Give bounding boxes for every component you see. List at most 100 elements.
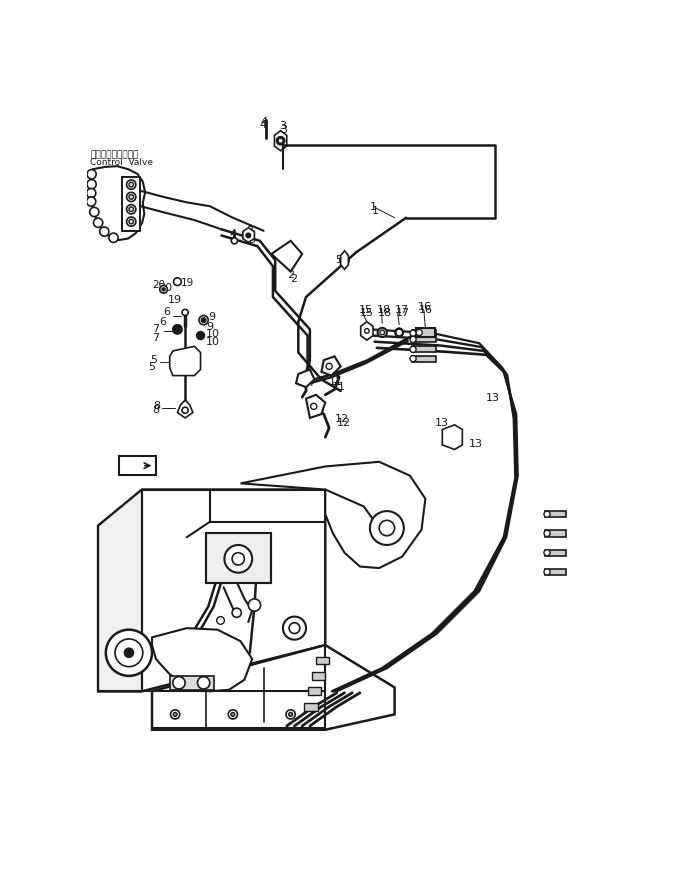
Polygon shape xyxy=(240,461,425,568)
Text: 20: 20 xyxy=(158,283,172,293)
Circle shape xyxy=(311,403,317,409)
Polygon shape xyxy=(312,672,325,680)
Circle shape xyxy=(174,278,181,286)
Circle shape xyxy=(126,217,136,226)
Circle shape xyxy=(129,207,134,211)
Text: 7: 7 xyxy=(152,333,159,343)
Circle shape xyxy=(228,710,238,719)
Text: 6: 6 xyxy=(160,317,167,327)
Circle shape xyxy=(246,233,251,238)
Text: 1: 1 xyxy=(371,206,378,217)
Polygon shape xyxy=(545,568,566,575)
Polygon shape xyxy=(308,688,321,695)
Text: 4: 4 xyxy=(259,120,266,130)
Circle shape xyxy=(544,550,550,556)
Text: 4: 4 xyxy=(261,117,268,127)
Circle shape xyxy=(87,179,96,189)
Text: コントロールバルブ: コントロールバルブ xyxy=(90,151,139,160)
Circle shape xyxy=(277,137,285,145)
Circle shape xyxy=(410,347,416,353)
Polygon shape xyxy=(304,703,318,711)
Circle shape xyxy=(170,710,180,719)
Text: 13: 13 xyxy=(485,393,500,403)
Text: 2: 2 xyxy=(291,274,298,284)
Circle shape xyxy=(232,608,241,617)
Text: 14: 14 xyxy=(297,374,311,384)
Text: 4: 4 xyxy=(230,229,237,240)
Circle shape xyxy=(410,330,416,336)
Text: 18: 18 xyxy=(377,305,391,315)
Circle shape xyxy=(286,710,295,719)
Text: 7: 7 xyxy=(152,324,159,334)
Polygon shape xyxy=(411,336,436,342)
Text: 3: 3 xyxy=(279,121,286,132)
Circle shape xyxy=(87,197,96,206)
Text: 15: 15 xyxy=(359,305,373,315)
Text: 11: 11 xyxy=(329,377,343,387)
Circle shape xyxy=(129,182,134,187)
Text: 9: 9 xyxy=(206,322,213,332)
Text: 19: 19 xyxy=(181,278,194,288)
Text: 13: 13 xyxy=(435,418,449,428)
Polygon shape xyxy=(206,533,272,583)
Circle shape xyxy=(126,180,136,189)
Circle shape xyxy=(544,568,550,575)
Text: 16: 16 xyxy=(418,302,432,312)
Circle shape xyxy=(544,511,550,517)
Text: 10: 10 xyxy=(206,337,220,347)
Text: 18: 18 xyxy=(378,308,392,318)
Circle shape xyxy=(395,329,403,336)
Circle shape xyxy=(278,139,282,142)
Circle shape xyxy=(379,521,394,536)
Circle shape xyxy=(340,255,349,264)
Text: 5: 5 xyxy=(335,255,342,264)
Circle shape xyxy=(182,408,188,414)
Circle shape xyxy=(544,530,550,537)
Circle shape xyxy=(410,336,416,342)
Polygon shape xyxy=(341,251,348,270)
Circle shape xyxy=(115,639,143,667)
Text: 9: 9 xyxy=(208,312,215,322)
Circle shape xyxy=(100,227,109,236)
Text: 11: 11 xyxy=(331,382,346,392)
Circle shape xyxy=(173,676,185,689)
Circle shape xyxy=(198,676,210,689)
Text: 10: 10 xyxy=(206,329,220,339)
Circle shape xyxy=(231,713,235,716)
Circle shape xyxy=(289,622,300,634)
Circle shape xyxy=(126,193,136,202)
Text: 15: 15 xyxy=(360,308,374,318)
Text: 8: 8 xyxy=(152,405,159,415)
Polygon shape xyxy=(306,395,325,418)
Polygon shape xyxy=(152,645,394,730)
Text: 8: 8 xyxy=(153,401,160,411)
Circle shape xyxy=(109,233,118,242)
Text: 4: 4 xyxy=(230,235,237,246)
Text: 20: 20 xyxy=(152,279,165,290)
Text: 16: 16 xyxy=(419,305,433,315)
Text: 17: 17 xyxy=(394,305,409,315)
Circle shape xyxy=(182,309,188,316)
Polygon shape xyxy=(272,240,302,271)
Circle shape xyxy=(126,204,136,214)
Text: 12: 12 xyxy=(335,414,350,424)
Circle shape xyxy=(278,138,283,143)
Text: 5: 5 xyxy=(148,362,155,372)
Polygon shape xyxy=(545,511,566,517)
Circle shape xyxy=(416,330,422,336)
Text: 3: 3 xyxy=(249,235,255,246)
Circle shape xyxy=(162,288,165,291)
Text: 13: 13 xyxy=(469,439,483,449)
Circle shape xyxy=(106,629,152,676)
Polygon shape xyxy=(321,356,341,376)
Text: 6: 6 xyxy=(163,308,170,317)
Circle shape xyxy=(87,170,96,179)
Circle shape xyxy=(199,316,208,324)
Polygon shape xyxy=(416,328,435,337)
Circle shape xyxy=(283,617,306,640)
Circle shape xyxy=(87,188,96,198)
Text: 3: 3 xyxy=(280,125,288,134)
Circle shape xyxy=(410,355,416,362)
Circle shape xyxy=(370,511,404,545)
Circle shape xyxy=(124,648,134,658)
